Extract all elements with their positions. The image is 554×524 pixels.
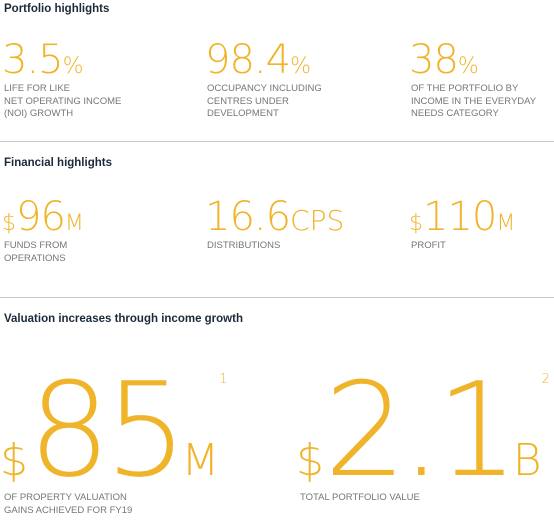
stat-label: OF THE PORTFOLIO BY INCOME IN THE EVERYD…	[411, 83, 537, 119]
stat-value: 85	[28, 354, 187, 506]
stat-unit: M	[64, 211, 84, 236]
section-divider	[0, 297, 554, 298]
stat-unit: M	[181, 435, 220, 486]
stat-value: 110	[423, 194, 497, 240]
stat-value: 98.4	[205, 37, 291, 83]
footnote-marker: 2	[541, 372, 550, 387]
stat-label: FUNDS FROM OPERATIONS	[4, 240, 68, 264]
stat-prefix: $	[409, 211, 423, 236]
stat-value: 96	[16, 194, 66, 240]
stat-label: OF PROPERTY VALUATION GAINS ACHIEVED FOR…	[4, 492, 133, 516]
stat-unit: %	[62, 54, 84, 79]
valuation-heading: Valuation increases through income growt…	[4, 313, 243, 325]
section-divider	[0, 141, 554, 142]
portfolio-heading: Portfolio highlights	[4, 3, 110, 15]
stat-noi-growth: 3.5%	[2, 40, 84, 80]
stat-value: 3.5	[2, 37, 64, 83]
financial-heading: Financial highlights	[4, 157, 112, 169]
stat-value: 2.1	[324, 354, 519, 506]
stat-distributions: 16.6CPS	[205, 197, 344, 237]
stat-unit: CPS	[290, 204, 345, 237]
stat-portfolio-value: $2.1B2	[296, 365, 550, 495]
stat-everyday-needs: 38%	[409, 40, 479, 80]
stat-unit: %	[457, 54, 479, 79]
stat-valuation-gains: $85M1	[0, 365, 228, 495]
stat-label: PROFIT	[411, 240, 446, 251]
stat-unit: M	[496, 211, 516, 236]
stat-prefix: $	[296, 435, 324, 486]
stat-prefix: $	[2, 211, 16, 236]
stat-unit: %	[290, 54, 311, 79]
stat-prefix: $	[0, 435, 28, 486]
stat-label: OCCUPANCY INCLUDING CENTRES UNDER DEVELO…	[207, 83, 322, 119]
stat-ffo: $96M	[2, 197, 84, 237]
stat-value: 16.6	[205, 194, 291, 240]
stat-profit: $110M	[409, 197, 515, 237]
stat-unit: B	[512, 435, 542, 486]
stat-label: LIFE FOR LIKE NET OPERATING INCOME (NOI)…	[4, 83, 122, 119]
stat-value: 38	[409, 37, 459, 83]
stat-occupancy: 98.4%	[205, 40, 311, 80]
stat-label: DISTRIBUTIONS	[207, 240, 281, 251]
footnote-marker: 1	[219, 372, 228, 387]
stat-label: TOTAL PORTFOLIO VALUE	[300, 492, 420, 503]
